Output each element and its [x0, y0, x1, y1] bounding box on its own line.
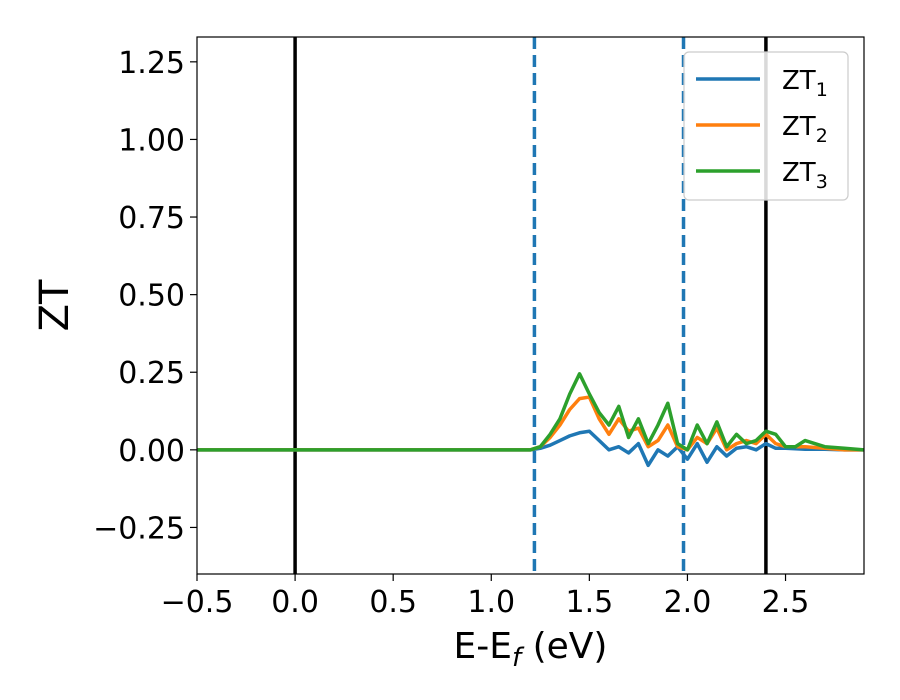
y-tick-label: 0.25 — [118, 356, 185, 391]
x-axis-title-unit: (eV) — [521, 626, 607, 667]
axes-frame — [196, 36, 865, 575]
y-tick-label: 1.25 — [118, 46, 185, 81]
legend-label-main: ZT — [782, 66, 816, 96]
legend-label-subscript: 2 — [816, 125, 828, 147]
x-tick-label: −0.5 — [161, 585, 234, 620]
legend-label-main: ZT — [782, 112, 816, 142]
axis-ticks: −0.5 0.0 0.5 1.0 1.5 2.0 2.5 −0.25 0.00 0.25 0.50 0… — [93, 46, 809, 620]
legend-label-zt1: ZT1 — [782, 66, 828, 101]
series-line-zt1 — [197, 429, 864, 468]
y-axis-title: ZT — [32, 279, 78, 331]
x-tick-label: 0.5 — [369, 585, 417, 620]
legend-label-zt2: ZT2 — [782, 112, 828, 147]
y-tick-label: −0.25 — [93, 511, 185, 546]
y-tick-label: 0.50 — [118, 279, 185, 314]
legend-label-subscript: 1 — [816, 79, 828, 101]
y-tick-label: 0.00 — [118, 434, 185, 469]
legend-label-zt3: ZT3 — [782, 158, 828, 193]
y-tick-label: 0.75 — [118, 201, 185, 236]
x-axis-title-main: E-E — [454, 626, 512, 667]
x-tick-label: 1.5 — [565, 585, 613, 620]
legend-box — [683, 51, 849, 201]
series-line-zt2 — [197, 395, 864, 452]
x-axis-title: E-Ef (eV) — [454, 626, 608, 673]
y-tick-label: 1.00 — [118, 123, 185, 158]
x-tick-label: 0.0 — [271, 585, 319, 620]
x-tick-label: 2.0 — [664, 585, 712, 620]
legend-label-main: ZT — [782, 158, 816, 188]
x-tick-label: 2.5 — [762, 585, 810, 620]
legend-label-subscript: 3 — [816, 171, 828, 193]
x-tick-label: 1.0 — [467, 585, 515, 620]
series-line-zt3 — [197, 372, 864, 452]
